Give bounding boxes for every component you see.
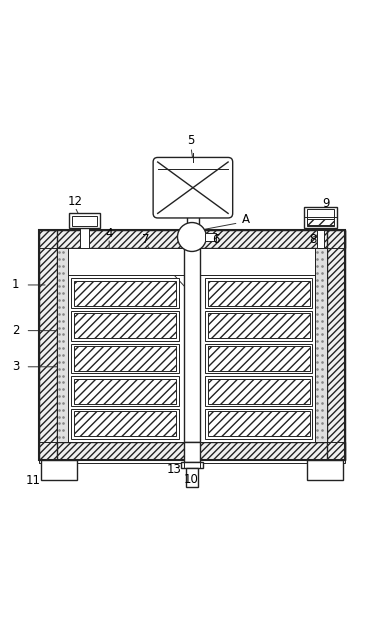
Text: 9: 9	[322, 197, 330, 209]
Text: 8: 8	[309, 233, 316, 246]
Bar	[69, 213, 100, 228]
Bar	[71, 409, 179, 439]
Text: 12: 12	[67, 195, 83, 208]
Text: A: A	[242, 213, 250, 226]
Bar	[39, 229, 345, 460]
Text: 7: 7	[142, 233, 149, 246]
Text: 5: 5	[187, 134, 195, 147]
Bar	[71, 344, 179, 374]
Bar	[205, 278, 312, 308]
Bar	[307, 219, 333, 225]
Bar	[207, 411, 310, 436]
Bar	[74, 346, 176, 371]
Bar	[181, 461, 203, 468]
Bar	[68, 248, 316, 275]
Text: 3: 3	[12, 361, 19, 373]
Bar	[185, 248, 199, 442]
Bar	[185, 228, 199, 248]
Bar	[39, 229, 57, 460]
Text: 10: 10	[184, 473, 198, 485]
Circle shape	[178, 223, 206, 251]
Bar	[71, 311, 179, 340]
Bar	[74, 379, 176, 404]
Bar	[71, 376, 179, 406]
Bar	[40, 460, 77, 480]
Text: 11: 11	[26, 474, 40, 487]
Bar	[205, 376, 312, 406]
Bar	[207, 379, 310, 404]
Bar	[74, 314, 176, 339]
Bar	[72, 216, 97, 226]
Bar	[306, 209, 334, 226]
Bar	[68, 275, 316, 442]
Bar	[205, 344, 312, 374]
Bar	[204, 233, 216, 241]
FancyBboxPatch shape	[153, 157, 233, 218]
Bar	[71, 278, 179, 308]
Bar	[39, 442, 345, 460]
Bar	[304, 207, 337, 228]
Bar	[74, 411, 176, 436]
Bar	[205, 311, 312, 340]
Bar	[307, 460, 343, 480]
Bar	[57, 248, 68, 442]
Bar	[186, 468, 197, 487]
Bar	[207, 314, 310, 339]
Text: 4: 4	[105, 227, 113, 240]
Bar	[39, 460, 345, 463]
Bar	[207, 346, 310, 371]
Bar	[207, 281, 310, 306]
Bar	[316, 248, 327, 442]
Text: 1: 1	[12, 278, 19, 292]
Text: 6: 6	[212, 233, 220, 246]
Bar	[327, 229, 345, 460]
Bar	[187, 213, 199, 228]
Bar	[205, 409, 312, 439]
Bar	[74, 281, 176, 306]
Bar	[185, 442, 199, 462]
Bar	[80, 226, 89, 248]
Bar	[39, 229, 345, 248]
Bar	[317, 229, 324, 248]
Text: 13: 13	[167, 463, 181, 476]
Text: 2: 2	[12, 324, 19, 337]
